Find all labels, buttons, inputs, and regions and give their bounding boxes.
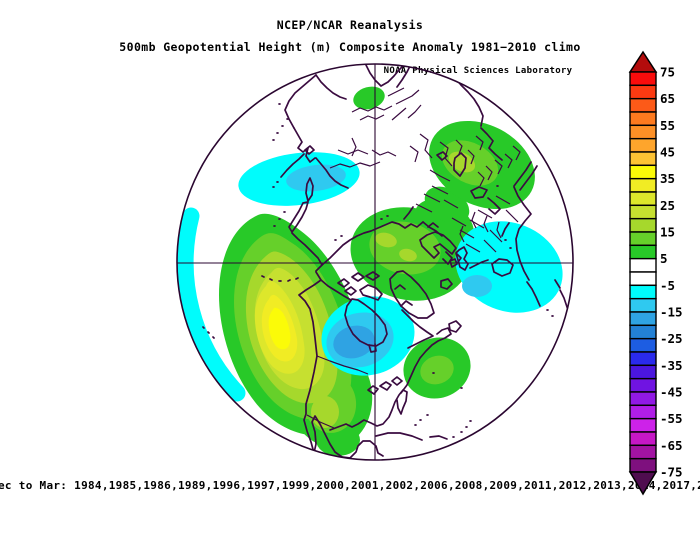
colorbar-tick-label: 35 [660,171,675,186]
colorbar-tick-label: 5 [660,251,668,266]
map-rim-circle [176,63,574,461]
colorbar-tick-label: 75 [660,65,675,80]
colorbar-tick-label: -35 [660,358,683,373]
page-subtitle: 500mb Geopotential Height (m) Composite … [119,40,581,54]
colorbar-tick-label: -5 [660,278,675,293]
colorbar-tick-label: -25 [660,331,683,346]
colorbar-tick-label: 55 [660,118,675,133]
colorbar-tick-label: -15 [660,304,683,319]
colorbar-tick-label: -65 [660,438,683,453]
source-credit: NOAA Physical Sciences Laboratory [383,66,573,76]
country-borders [306,87,521,429]
negative-anomaly-shading [177,152,563,402]
coastlines [202,64,571,459]
colorbar-tick-label: -55 [660,411,683,426]
meridian-gridlines [177,64,573,460]
colorbar-tick-label: -75 [660,464,683,479]
colorbar-tick-label: -45 [660,384,683,399]
colorbar-tick-label: 45 [660,145,675,160]
anomaly-colorbar: 75 65 55 45 35 25 15 5 -5 -15 -25 -35 -45 -55 -65 -75 [628,50,683,496]
positive-anomaly-shading [219,86,535,456]
colorbar-tick-label: 15 [660,225,675,240]
composite-years-caption: ec to Mar: 1984,1985,1986,1989,1996,1997… [0,479,700,492]
page-title: NCEP/NCAR Reanalysis [276,18,424,32]
colorbar-tick-label: 65 [660,91,675,106]
colorbar-tick-label: 25 [660,198,675,213]
